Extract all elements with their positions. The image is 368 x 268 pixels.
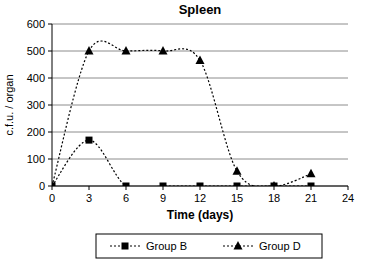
y-tick-label: 400 (27, 72, 45, 84)
legend-label: Group B (146, 240, 187, 252)
y-tick (48, 132, 52, 133)
x-tick-label: 6 (123, 192, 129, 204)
data-point (308, 183, 315, 187)
data-point (270, 181, 279, 186)
y-tick-label: 200 (27, 126, 45, 138)
markers (52, 46, 316, 186)
y-tick-label: 500 (27, 45, 45, 57)
plot-area (52, 41, 316, 186)
y-axis-label: c.f.u. / organ (3, 74, 15, 135)
chart-container: Spleen 0 100 200 300 400 500 600 0 3 6 9 12 15 18 21 24 T… (0, 0, 368, 268)
y-tick-label: 0 (39, 180, 45, 192)
x-tick-label: 0 (49, 192, 55, 204)
x-tick-label: 12 (194, 192, 206, 204)
chart-svg: Spleen 0 100 200 300 400 500 600 0 3 6 9 12 15 18 21 24 T… (0, 0, 368, 268)
y-tick (48, 159, 52, 160)
x-tick (200, 186, 201, 190)
y-tick (48, 78, 52, 79)
legend-label: Group D (259, 240, 301, 252)
x-tick-label: 15 (231, 192, 243, 204)
data-point (233, 166, 242, 175)
y-tick (48, 24, 52, 25)
x-tick (126, 186, 127, 190)
legend-marker (122, 243, 129, 250)
grid-line (52, 105, 348, 106)
y-tick-label: 600 (27, 18, 45, 30)
grid-line (52, 24, 348, 25)
y-tick (48, 186, 52, 187)
title: Spleen (179, 2, 222, 17)
grid-line (52, 132, 348, 133)
data-point (307, 169, 316, 178)
x-tick-label: 18 (268, 192, 280, 204)
legend: Group B Group D (96, 234, 322, 258)
x-tick-label: 21 (305, 192, 317, 204)
y-tick (48, 105, 52, 106)
x-tick (311, 186, 312, 190)
x-axis-label: Time (days) (167, 208, 233, 222)
x-tick (274, 186, 275, 190)
grid-line (52, 78, 348, 79)
grid-line (52, 51, 348, 52)
x-tick (237, 186, 238, 190)
y-tick-label: 100 (27, 153, 45, 165)
x-tick-label: 24 (342, 192, 354, 204)
x-tick (163, 186, 164, 190)
x-tick (89, 186, 90, 190)
y-axis (52, 24, 53, 186)
y-tick (48, 51, 52, 52)
x-tick-label: 9 (160, 192, 166, 204)
series-line (52, 140, 311, 186)
x-tick (348, 186, 349, 190)
series-line (52, 41, 311, 186)
legend-marker (234, 241, 243, 250)
grid-line (52, 159, 348, 160)
x-tick-label: 3 (86, 192, 92, 204)
x-tick (52, 186, 53, 190)
y-tick-label: 300 (27, 99, 45, 111)
legend-box (96, 234, 322, 258)
